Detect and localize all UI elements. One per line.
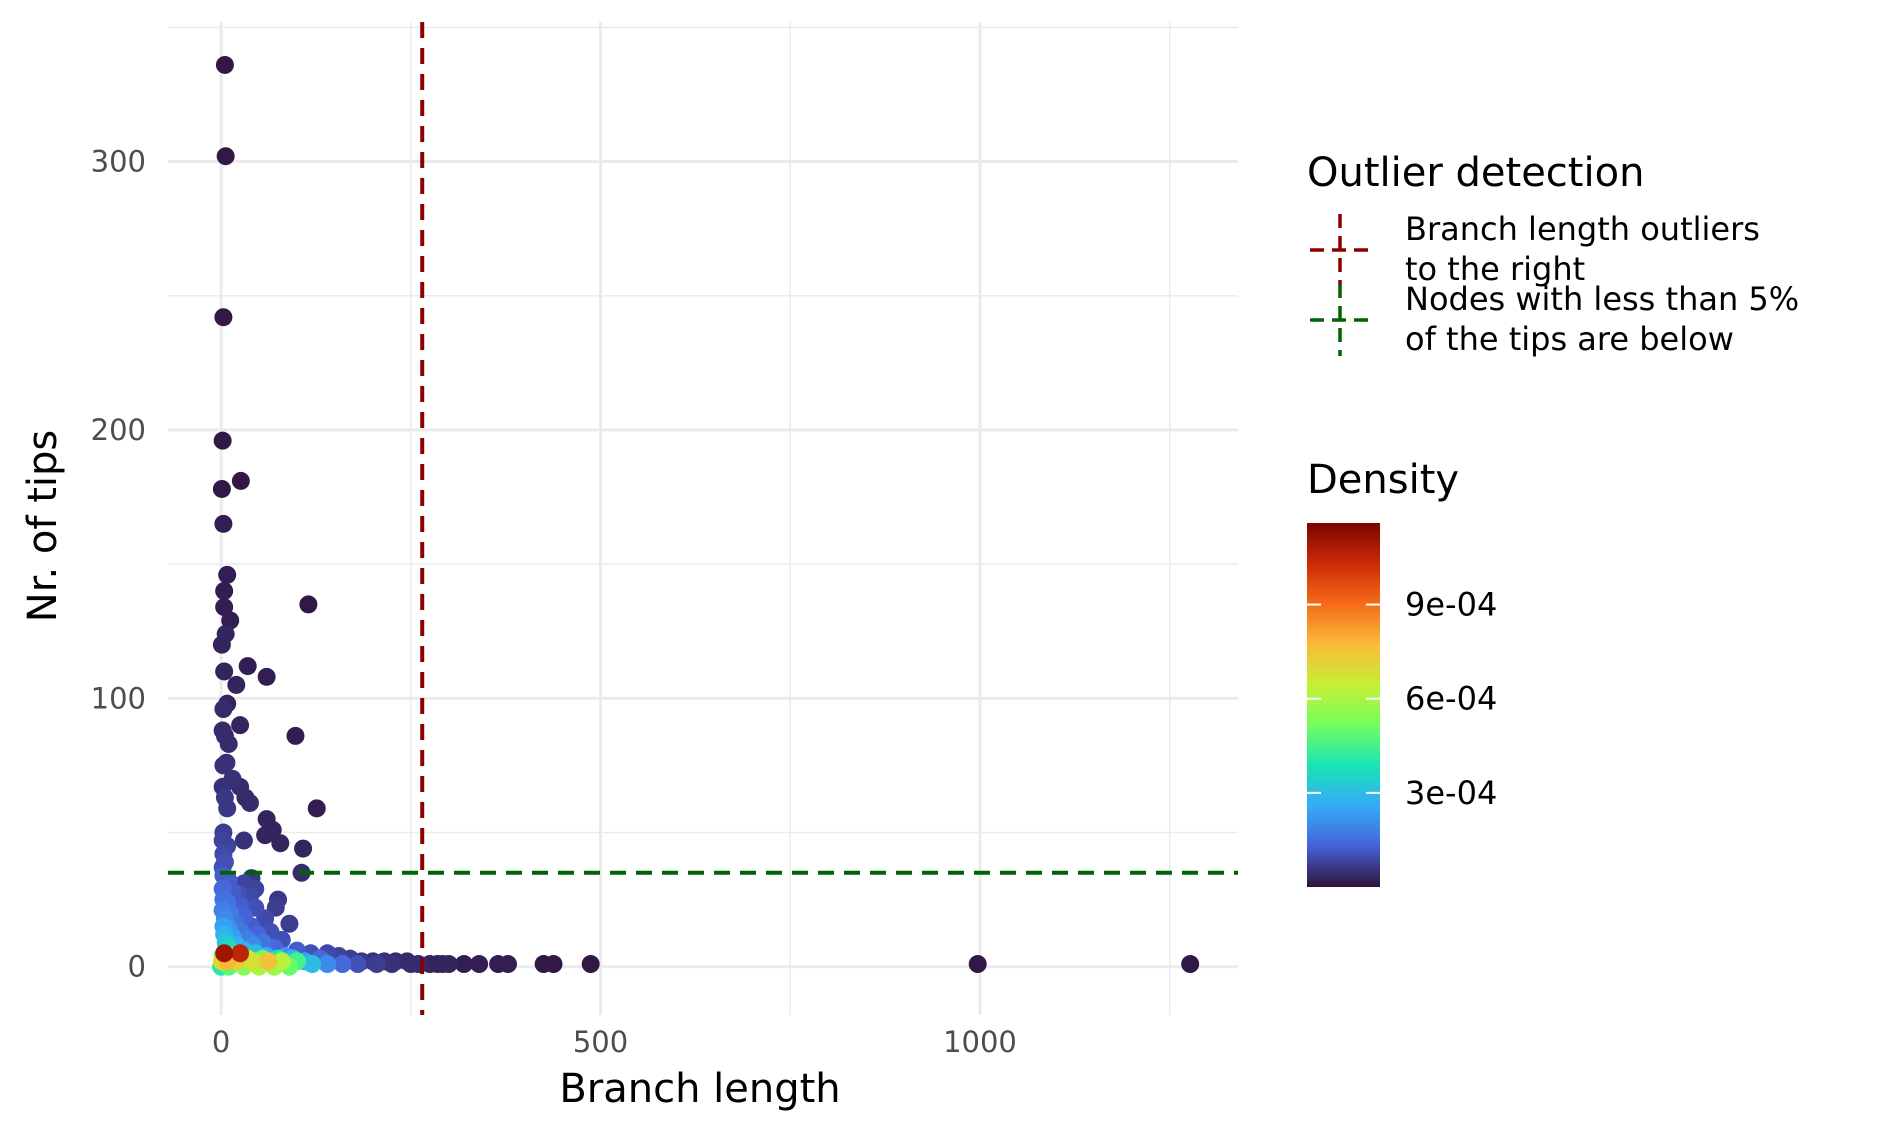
- data-point: [307, 799, 326, 818]
- data-point: [214, 514, 233, 533]
- data-point: [215, 55, 234, 74]
- x-tick-label: 1000: [943, 1025, 1017, 1059]
- data-point: [318, 955, 337, 974]
- y-tick-label: 300: [91, 145, 146, 179]
- data-point: [470, 955, 489, 974]
- x-axis-title: Branch length: [559, 1066, 840, 1112]
- data-point: [215, 598, 234, 617]
- data-point: [218, 799, 237, 818]
- grid: [168, 22, 1238, 1015]
- data-point: [217, 753, 236, 772]
- data-point: [213, 431, 232, 450]
- data-point: [215, 944, 234, 963]
- x-axis-ticks: 0 500 1000: [212, 1025, 1017, 1059]
- data-point: [214, 700, 233, 719]
- data-point: [1181, 955, 1200, 974]
- data-point: [348, 955, 367, 974]
- data-point: [968, 955, 987, 974]
- data-point: [498, 955, 517, 974]
- data-point: [218, 565, 237, 584]
- y-tick-label: 0: [128, 950, 146, 984]
- data-point: [294, 839, 313, 858]
- data-point: [454, 955, 473, 974]
- legend-outlier: Outlier detection Branch length outliers…: [1307, 150, 1799, 358]
- data-point: [212, 635, 231, 654]
- data-point: [544, 955, 563, 974]
- legend-outlier-title: Outlier detection: [1307, 150, 1644, 196]
- data-point: [219, 734, 238, 753]
- y-tick-label: 200: [91, 413, 146, 447]
- legend-outlier-label: Nodes with less than 5%: [1405, 280, 1799, 318]
- data-point: [231, 944, 250, 963]
- data-point: [333, 955, 352, 974]
- x-tick-label: 0: [212, 1025, 230, 1059]
- legend-key-branch-outliers: [1310, 214, 1370, 286]
- data-point: [286, 726, 305, 745]
- data-point: [216, 147, 235, 166]
- data-point: [581, 955, 600, 974]
- data-point: [299, 595, 318, 614]
- data-point: [256, 826, 275, 845]
- data-point: [280, 914, 299, 933]
- data-point: [303, 955, 322, 974]
- data-point: [272, 952, 291, 971]
- data-point: [238, 657, 257, 676]
- y-tick-label: 100: [91, 681, 146, 715]
- y-axis-title: Nr. of tips: [20, 430, 66, 622]
- legend-density-title: Density: [1307, 457, 1459, 503]
- data-point: [439, 955, 458, 974]
- data-point: [227, 675, 246, 694]
- colorbar-tick-label: 6e-04: [1405, 680, 1497, 718]
- density-colorbar: [1307, 523, 1380, 887]
- points-layer: [212, 55, 1200, 976]
- colorbar-tick-label: 3e-04: [1405, 774, 1497, 812]
- data-point: [231, 471, 250, 490]
- legend-outlier-label: to the right: [1405, 250, 1585, 288]
- y-axis-ticks: 0 100 200 300: [91, 145, 146, 984]
- data-point: [409, 955, 428, 974]
- data-point: [259, 952, 278, 971]
- data-point: [214, 308, 233, 327]
- data-point: [382, 955, 401, 974]
- data-point: [271, 834, 290, 853]
- colorbar-tick-label: 9e-04: [1405, 586, 1497, 624]
- data-point: [215, 662, 234, 681]
- data-point: [234, 831, 253, 850]
- legend-outlier-label: of the tips are below: [1405, 320, 1734, 358]
- data-point: [257, 667, 276, 686]
- legend-outlier-label: Branch length outliers: [1405, 210, 1760, 248]
- x-tick-label: 500: [573, 1025, 628, 1059]
- reference-lines: [168, 22, 1238, 1015]
- data-point: [231, 716, 250, 735]
- data-point: [240, 793, 259, 812]
- data-point: [367, 955, 386, 974]
- data-point: [215, 581, 234, 600]
- legend-key-nodes-below: [1310, 284, 1370, 356]
- legend-density: Density 3e-04 6e-04 9e-04: [1307, 457, 1497, 887]
- data-point: [243, 952, 262, 971]
- data-point: [212, 479, 231, 498]
